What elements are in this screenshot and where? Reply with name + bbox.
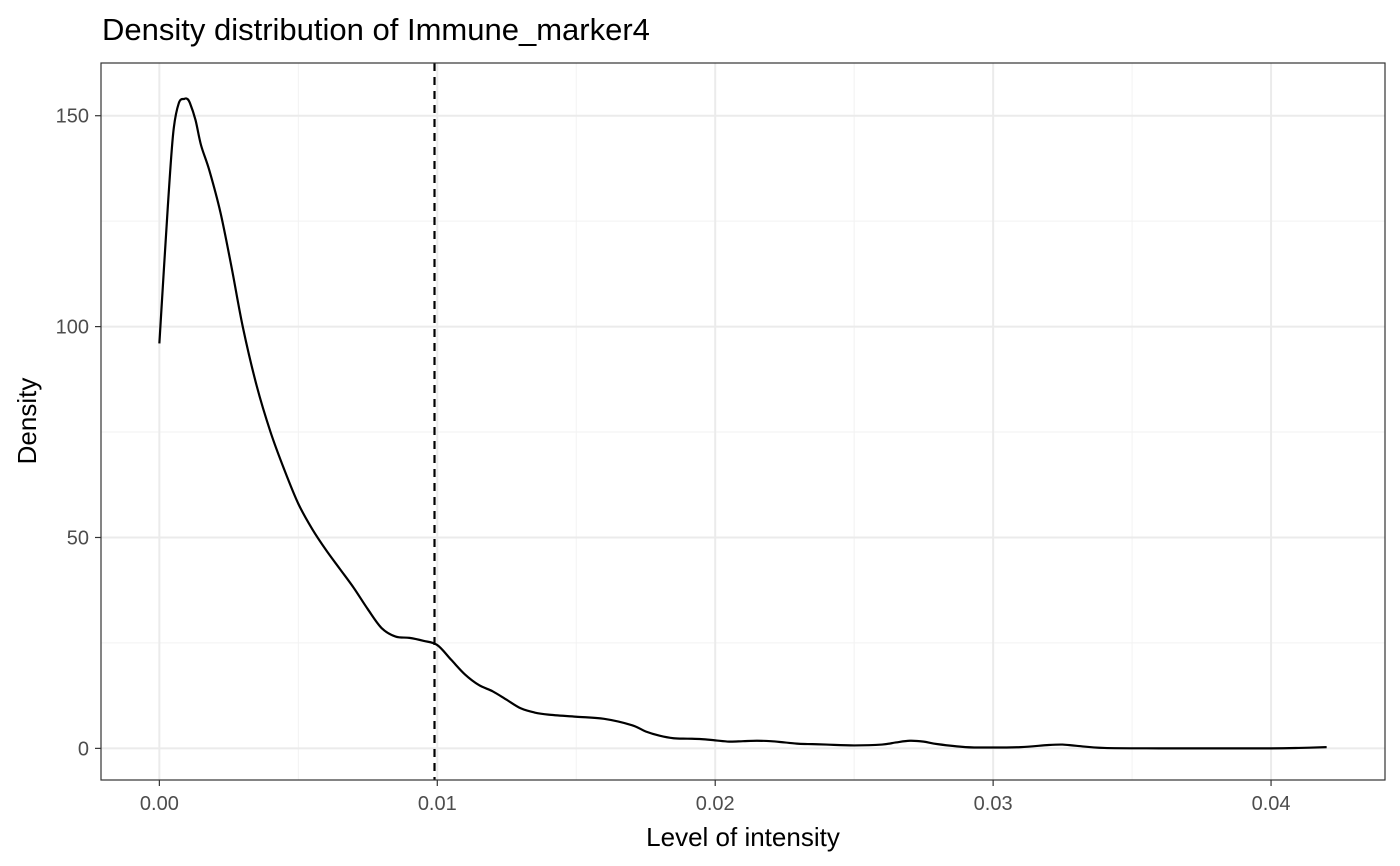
y-tick-label: 100: [56, 317, 89, 339]
x-tick-label: 0.02: [696, 793, 735, 815]
y-tick-label: 150: [56, 106, 89, 128]
data-layer: [158, 63, 1327, 780]
axes: 0.00 0.01 0.02 0.03 0.04 0 50 100 150: [56, 106, 1291, 815]
x-tick-label: 0.04: [1252, 793, 1291, 815]
x-tick-label: 0.00: [140, 793, 179, 815]
y-axis-title: Density: [12, 378, 42, 465]
chart-title: Density distribution of Immune_marker4: [102, 12, 650, 47]
y-tick-label: 50: [67, 527, 89, 549]
x-tick-label: 0.01: [418, 793, 457, 815]
x-axis-title: Level of intensity: [646, 822, 840, 852]
panel-border: [100, 62, 1386, 781]
y-tick-label: 0: [78, 738, 89, 760]
density-line-series-0: [158, 97, 1327, 750]
x-tick-label: 0.03: [974, 793, 1013, 815]
